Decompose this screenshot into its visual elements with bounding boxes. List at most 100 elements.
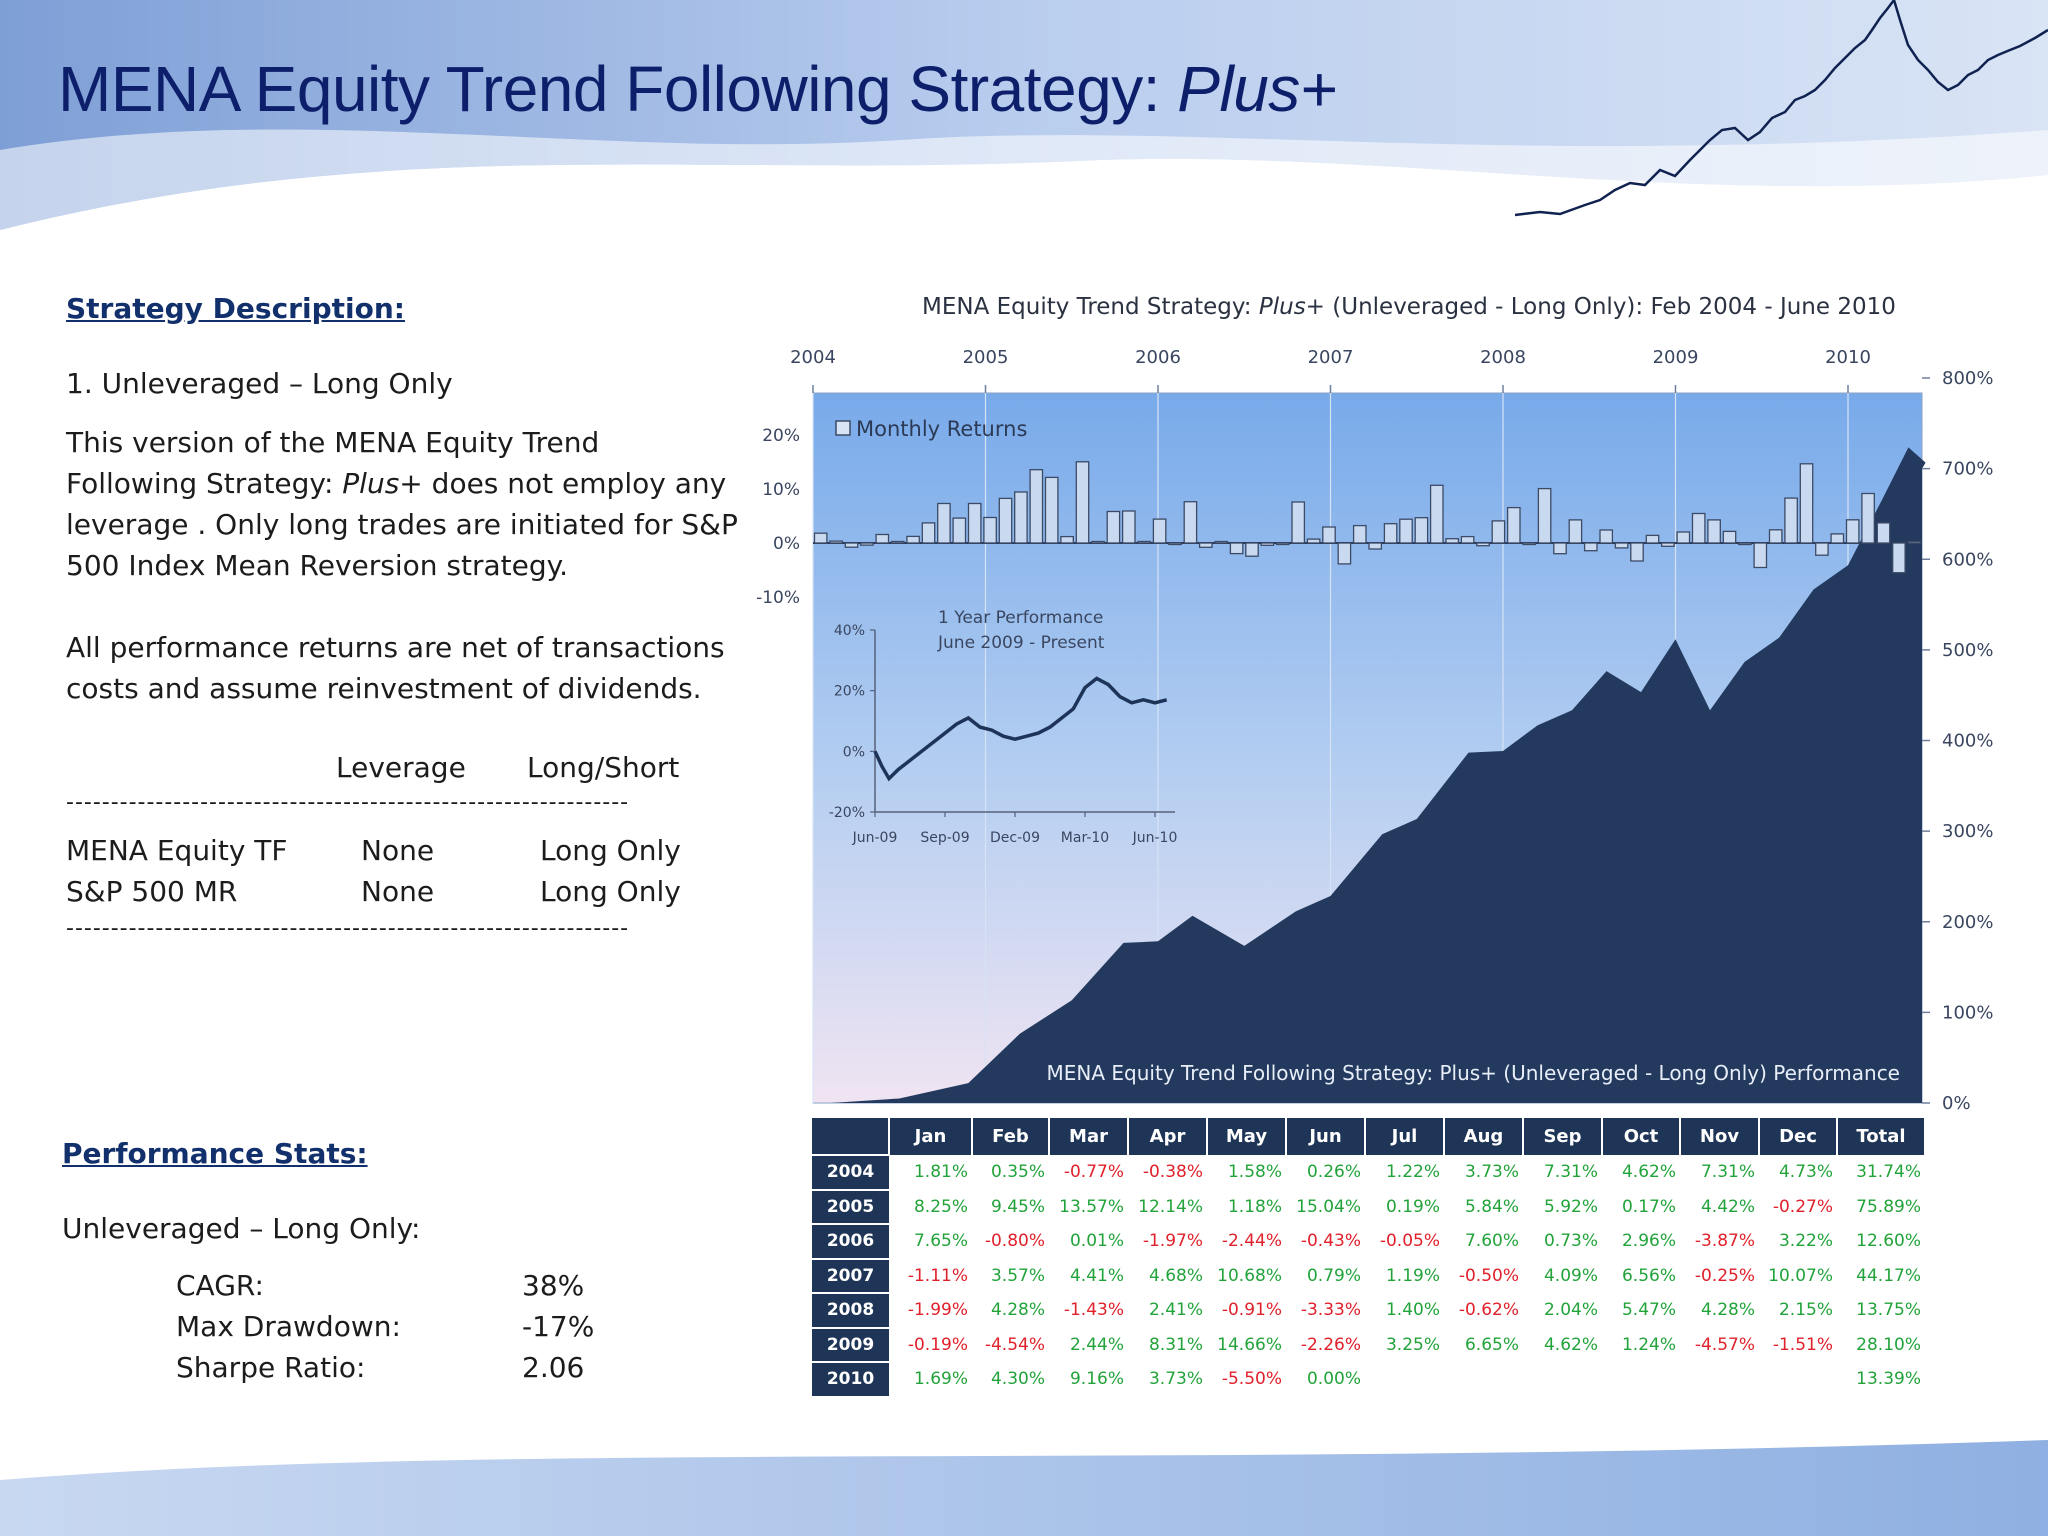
monthly-return-bar: [1260, 542, 1275, 546]
x-tick-label: 2006: [1135, 347, 1181, 368]
table-cell: 3.22%: [1778, 1231, 1833, 1252]
monthly-return-bar: [1645, 534, 1660, 544]
table-cell: 7.60%: [1464, 1231, 1519, 1252]
table-cell: 0.26%: [1306, 1162, 1361, 1183]
x-tick-label: 2004: [790, 347, 836, 368]
table-cell: -0.38%: [1142, 1162, 1203, 1183]
monthly-returns-table: Jan Feb Mar Apr May Jun Jul Aug Sep Oct Nov Dec Tota…: [812, 1118, 1926, 1396]
inset-x-tick-label: Jun-10: [1132, 830, 1178, 846]
monthly-return-bar: [860, 542, 874, 546]
para1-line3: leverage . Only long trades are initiate…: [66, 508, 738, 541]
y-tick-label: 300%: [1942, 821, 1993, 842]
table-cell: [1523, 1362, 1602, 1396]
monthly-return-bar: [829, 540, 843, 544]
config-row-longshort: Long Only: [540, 834, 681, 867]
table-cell: 7.65%: [913, 1231, 968, 1252]
table-cell: -4.54%: [984, 1334, 1045, 1355]
description-paragraph-1: This version of the MENA Equity Trend Fo…: [66, 422, 746, 586]
monthly-return-bar: [1429, 484, 1444, 544]
stat-label-sharpe: Sharpe Ratio:: [176, 1351, 366, 1384]
y-tick-label: 0%: [1942, 1093, 1971, 1114]
table-cell: -1.11%: [907, 1265, 968, 1286]
monthly-return-bar: [1907, 540, 1922, 544]
stat-value-max-drawdown: -17%: [522, 1310, 595, 1343]
table-cell: 6.65%: [1464, 1334, 1519, 1355]
monthly-return-bar: [1183, 501, 1198, 544]
table-year-cell: 2005: [812, 1188, 889, 1224]
monthly-return-bar: [1630, 542, 1644, 562]
table-cell: 9.45%: [990, 1196, 1045, 1217]
slide-title: MENA Equity Trend Following Strategy: Pl…: [58, 53, 1337, 125]
table-cell: [1365, 1362, 1444, 1396]
table-column-header: Jan: [889, 1118, 973, 1155]
table-cell: 1.69%: [913, 1368, 968, 1389]
table-cell: 9.16%: [1069, 1368, 1124, 1389]
inset-y-tick-label: 0%: [843, 744, 865, 760]
monthly-return-bar: [1691, 512, 1706, 544]
monthly-return-bar: [1322, 526, 1336, 544]
mr-y-tick-label: 20%: [762, 426, 800, 446]
table-header-row: Jan Feb Mar Apr May Jun Jul Aug Sep Oct Nov Dec Tota…: [812, 1118, 1926, 1155]
table-cell: 4.42%: [1700, 1196, 1755, 1217]
table-cell: 4.62%: [1621, 1162, 1676, 1183]
table-cell: 13.57%: [1059, 1196, 1124, 1217]
monthly-return-bar: [875, 533, 890, 544]
table-cell: 4.41%: [1069, 1265, 1124, 1286]
performance-stats-heading: Performance Stats:: [62, 1137, 368, 1170]
inset-y-tick-label: -20%: [829, 805, 865, 821]
performance-inner-label: MENA Equity Trend Following Strategy: Pl…: [1047, 1061, 1900, 1085]
table-cell: -1.97%: [1142, 1231, 1203, 1252]
table-year-cell: 2004: [812, 1154, 889, 1190]
table-cell: 0.35%: [990, 1162, 1045, 1183]
table-cell: 1.18%: [1227, 1196, 1282, 1217]
monthly-returns-y-ticks: 20% 10% 0% -10%: [756, 426, 800, 608]
table-column-header: Feb: [972, 1118, 1050, 1155]
table-cell: 0.79%: [1306, 1265, 1361, 1286]
table-corner: [812, 1118, 890, 1155]
strategy-item-1: 1. Unleveraged – Long Only: [66, 367, 453, 400]
table-year-cell: 2006: [812, 1223, 889, 1259]
y-tick-label: 600%: [1942, 549, 1993, 570]
monthly-return-bar: [1614, 542, 1629, 549]
table-cell: 3.25%: [1385, 1334, 1440, 1355]
para2-line2: costs and assume reinvestment of dividen…: [66, 672, 702, 705]
table-cell: -0.62%: [1458, 1300, 1519, 1321]
table-cell: 1.19%: [1385, 1265, 1440, 1286]
table-cell: 2.04%: [1543, 1300, 1598, 1321]
monthly-return-bar: [1337, 542, 1352, 565]
one-year-inset: 40% 20% 0% -20% Jun-09 Sep-09 Dec-09 Mar-10 Jun-…: [829, 623, 1178, 846]
inset-x-tick-label: Jun-09: [852, 830, 898, 846]
monthly-return-bar: [1707, 519, 1721, 544]
table-cell: 8.25%: [913, 1196, 968, 1217]
monthly-return-bar: [1845, 519, 1860, 544]
table-cell: 2.96%: [1621, 1231, 1676, 1252]
monthly-return-bar: [1815, 542, 1829, 556]
table-cell: -2.26%: [1300, 1334, 1361, 1355]
inset-x-tick-label: Dec-09: [990, 830, 1040, 846]
monthly-return-bar: [1738, 542, 1752, 546]
table-cell: 28.10%: [1856, 1334, 1921, 1355]
stat-value-cagr: 38%: [522, 1269, 585, 1302]
table-cell: [1602, 1362, 1680, 1396]
monthly-return-bar: [1291, 501, 1306, 544]
inset-performance-line: [873, 676, 1168, 782]
col-header-leverage: Leverage: [336, 751, 466, 784]
monthly-return-bar: [1414, 517, 1429, 544]
config-row-name: MENA Equity TF: [66, 834, 288, 867]
monthly-return-bar: [1768, 529, 1783, 544]
table-cell: [1759, 1362, 1837, 1396]
monthly-return-bar: [1553, 542, 1567, 555]
monthly-return-bar: [952, 517, 967, 544]
monthly-return-bar: [1661, 542, 1675, 547]
monthly-return-bar: [937, 502, 951, 544]
table-cell: 0.73%: [1543, 1231, 1598, 1252]
table-column-header: Apr: [1128, 1118, 1208, 1155]
table-row: 2010 1.69% 4.30% 9.16% 3.73% -5.50% 0.00% 13.39…: [812, 1361, 1925, 1396]
table-cell: 8.31%: [1148, 1334, 1203, 1355]
table-cell: 13.39%: [1856, 1368, 1921, 1389]
monthly-return-bar: [1491, 520, 1506, 544]
table-cell: 15.04%: [1296, 1196, 1361, 1217]
stats-subheading: Unleveraged – Long Only:: [62, 1212, 421, 1245]
rule-bottom: ----------------------------------------…: [66, 916, 630, 941]
cumulative-performance-area: [830, 447, 1926, 1103]
